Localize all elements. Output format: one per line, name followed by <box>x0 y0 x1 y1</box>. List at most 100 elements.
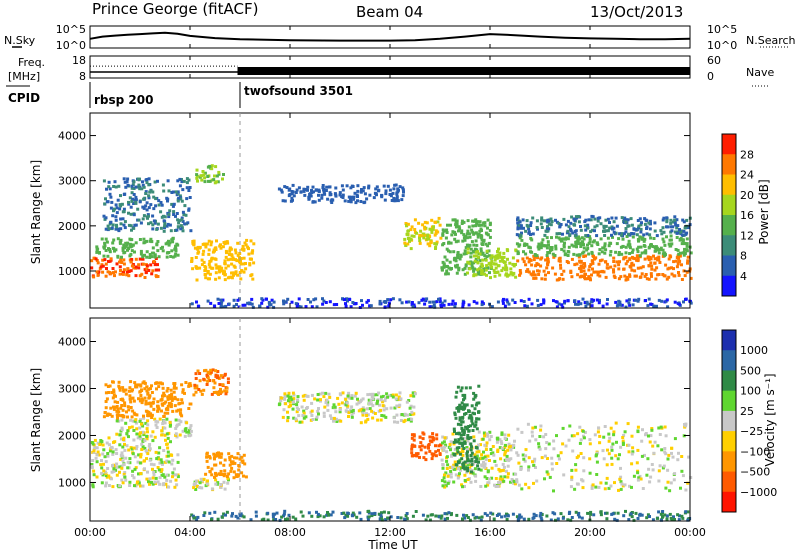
velocity-echo-cell <box>136 460 140 464</box>
power-echo-cell <box>686 261 689 265</box>
velocity-echo-cell <box>316 398 320 402</box>
velocity-echo-cell <box>169 440 172 444</box>
velocity-echo-cell <box>141 445 145 449</box>
power-echo-cell <box>383 305 387 309</box>
velocity-echo-cell <box>470 457 474 461</box>
power-echo-cell <box>116 254 120 258</box>
velocity-echo-cell <box>123 404 127 408</box>
power-echo-cell <box>606 217 610 221</box>
velocity-echo-cell <box>512 481 516 485</box>
velocity-echo-cell <box>310 401 314 405</box>
power-echo-cell <box>508 261 512 265</box>
velocity-echo-cell <box>630 515 634 519</box>
velocity-echo-cell <box>496 484 500 488</box>
power-echo-cell <box>208 179 212 183</box>
power-echo-cell <box>583 224 587 228</box>
velocity-echo-cell <box>118 433 122 437</box>
power-echo-cell <box>525 242 529 246</box>
velocity-echo-cell <box>463 473 467 477</box>
velocity-echo-cell <box>456 422 460 426</box>
power-echo-cell <box>98 267 102 271</box>
velocity-echo-cell <box>484 484 488 488</box>
velocity-echo-cell <box>531 460 534 464</box>
velocity-colorbar-tick: 25 <box>740 405 754 418</box>
power-echo-cell <box>545 266 549 270</box>
power-echo-cell <box>214 277 218 281</box>
power-echo-cell <box>409 228 413 232</box>
power-echo-cell <box>148 256 152 259</box>
velocity-echo-cell <box>497 467 501 471</box>
velocity-echo-cell <box>451 432 455 436</box>
velocity-echo-cell <box>465 452 469 456</box>
velocity-echo-cell <box>463 516 467 520</box>
power-echo-cell <box>174 248 178 252</box>
velocity-echo-cell <box>227 452 231 456</box>
velocity-echo-cell <box>152 397 156 401</box>
velocity-echo-cell <box>131 452 135 456</box>
velocity-echo-cell <box>576 482 580 486</box>
power-echo-cell <box>216 180 220 184</box>
velocity-echo-cell <box>410 443 414 447</box>
power-echo-cell <box>229 275 233 279</box>
power-echo-cell <box>111 241 115 245</box>
power-echo-cell <box>584 234 588 238</box>
power-echo-cell <box>114 227 118 231</box>
power-echo-cell <box>401 186 405 190</box>
power-echo-cell <box>454 256 457 260</box>
velocity-echo-cell <box>474 403 478 407</box>
power-echo-cell <box>542 244 546 248</box>
velocity-echo-cell <box>466 450 469 454</box>
velocity-echo-cell <box>216 391 220 395</box>
velocity-echo-cell <box>681 474 685 478</box>
velocity-echo-cell <box>454 416 458 420</box>
power-echo-cell <box>145 267 149 271</box>
velocity-echo-cell <box>477 401 481 405</box>
velocity-echo-cell <box>187 384 191 388</box>
power-echo-cell <box>418 236 421 240</box>
power-echo-cell <box>351 301 355 304</box>
velocity-echo-cell <box>628 484 631 488</box>
velocity-echo-cell <box>461 429 465 433</box>
velocity-echo-cell <box>376 399 379 403</box>
velocity-echo-cell <box>296 395 300 399</box>
power-echo-cell <box>627 298 631 302</box>
velocity-echo-cell <box>532 516 536 519</box>
velocity-echo-cell <box>441 441 444 445</box>
power-echo-cell <box>558 256 562 260</box>
power-echo-cell <box>374 187 378 191</box>
power-echo-cell <box>458 257 462 261</box>
power-echo-cell <box>132 187 136 190</box>
power-echo-cell <box>454 225 458 229</box>
velocity-echo-cell <box>199 389 203 393</box>
velocity-echo-cell <box>146 423 150 427</box>
power-echo-cell <box>338 191 342 195</box>
velocity-echo-cell <box>373 511 377 515</box>
power-echo-cell <box>389 298 393 302</box>
power-echo-cell <box>143 276 147 279</box>
power-echo-cell <box>236 241 240 245</box>
power-echo-cell <box>622 232 626 236</box>
velocity-echo-cell <box>286 517 289 521</box>
power-echo-cell <box>294 302 298 306</box>
power-echo-cell <box>236 298 240 302</box>
velocity-echo-cell <box>408 406 412 410</box>
velocity-echo-cell <box>166 450 170 454</box>
power-echo-cell <box>652 237 656 240</box>
velocity-echo-cell <box>166 397 170 401</box>
power-echo-cell <box>246 245 250 249</box>
power-echo-cell <box>547 271 550 275</box>
power-echo-cell <box>485 273 488 277</box>
power-echo-cell <box>668 238 672 242</box>
velocity-echo-cell <box>91 459 95 462</box>
power-echo-cell <box>564 223 568 227</box>
velocity-echo-cell <box>676 458 680 462</box>
power-echo-cell <box>540 226 544 229</box>
velocity-echo-cell <box>155 426 159 429</box>
power-echo-cell <box>546 263 550 267</box>
velocity-echo-cell <box>443 480 447 484</box>
velocity-echo-cell <box>178 411 182 415</box>
power-echo-cell <box>682 229 686 233</box>
velocity-echo-cell <box>463 479 467 482</box>
velocity-echo-cell <box>622 433 626 437</box>
power-echo-cell <box>216 297 220 301</box>
